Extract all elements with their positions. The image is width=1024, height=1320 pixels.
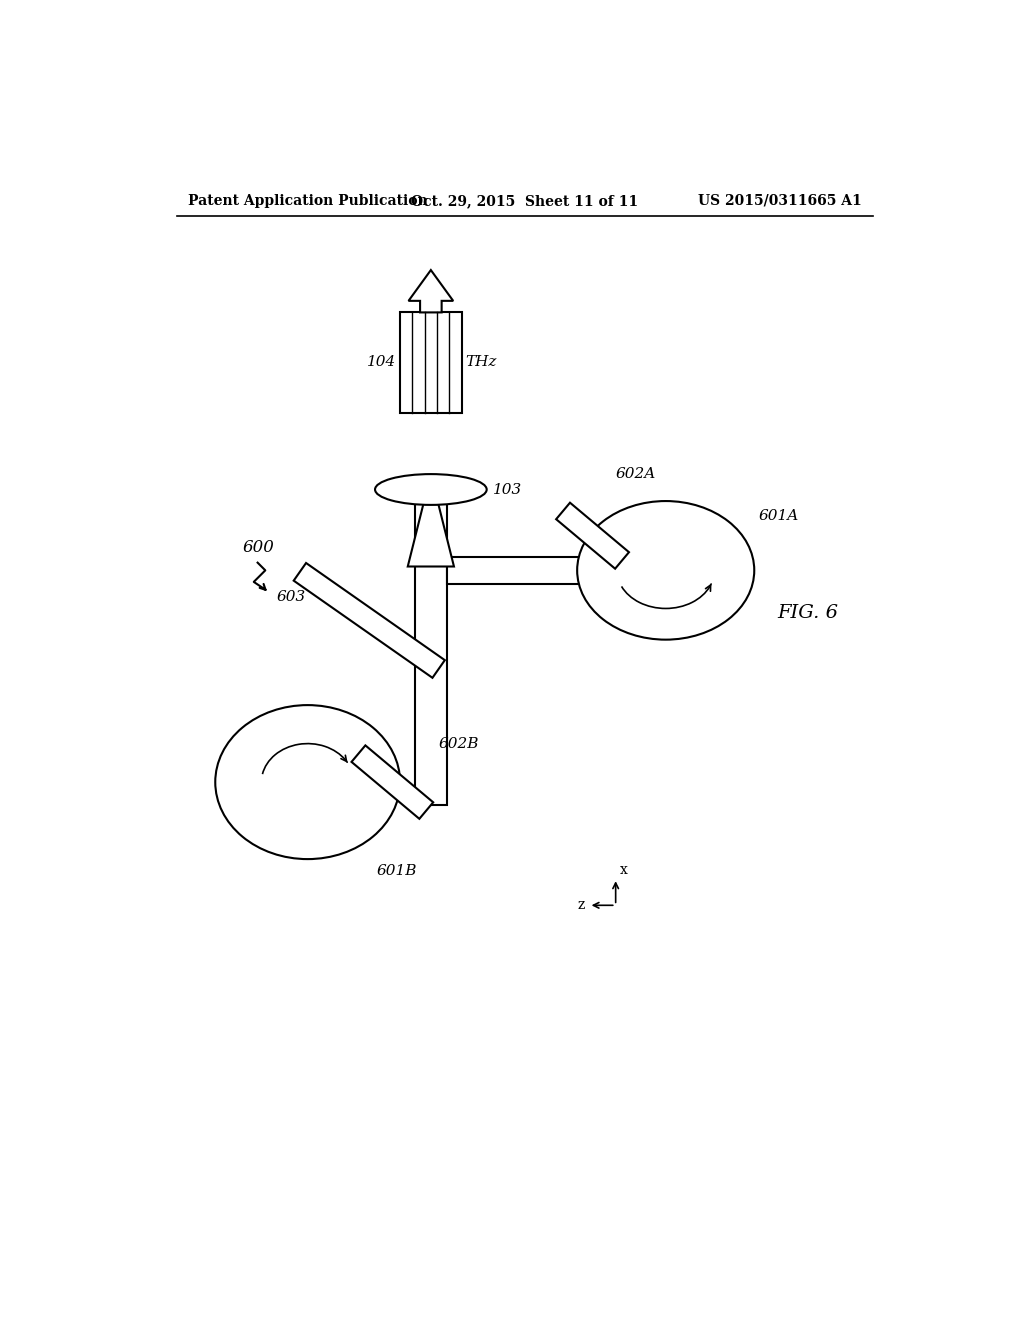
Polygon shape (409, 271, 454, 313)
Bar (294, 564, 444, 677)
Text: Patent Application Publication: Patent Application Publication (188, 194, 428, 207)
Polygon shape (408, 474, 454, 566)
Text: 603: 603 (276, 590, 306, 605)
Ellipse shape (375, 474, 486, 504)
Ellipse shape (215, 705, 400, 859)
Text: US 2015/0311665 A1: US 2015/0311665 A1 (698, 194, 862, 207)
Bar (400, 313, 462, 412)
Text: THz: THz (466, 355, 497, 370)
Bar (556, 503, 629, 569)
Bar (447, 557, 600, 583)
Ellipse shape (578, 502, 755, 640)
Text: Oct. 29, 2015  Sheet 11 of 11: Oct. 29, 2015 Sheet 11 of 11 (412, 194, 638, 207)
Text: 600: 600 (243, 539, 274, 556)
Text: 601A: 601A (758, 510, 799, 524)
Text: 601B: 601B (377, 863, 418, 878)
Text: 103: 103 (493, 483, 522, 496)
Text: 602A: 602A (615, 467, 656, 480)
Text: 602B: 602B (438, 737, 479, 751)
Text: 104: 104 (367, 355, 396, 370)
Text: x: x (620, 863, 628, 876)
Bar (415, 498, 447, 805)
Bar (351, 746, 433, 818)
Text: z: z (578, 899, 585, 912)
Text: FIG. 6: FIG. 6 (777, 603, 839, 622)
